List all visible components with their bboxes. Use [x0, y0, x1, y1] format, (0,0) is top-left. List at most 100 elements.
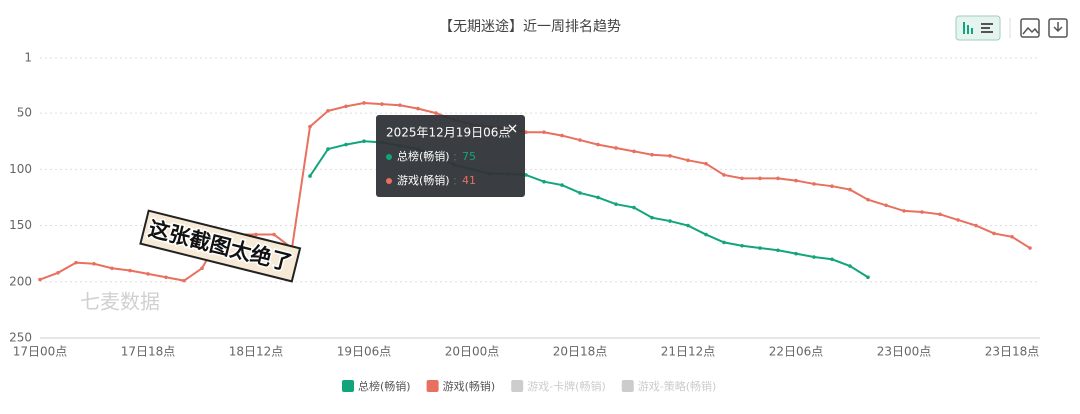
tooltip-series: 总榜(畅销) — [397, 149, 450, 163]
legend-item[interactable]: 游戏(畅销) — [426, 379, 496, 393]
sticker-background — [139, 209, 302, 283]
data-point — [794, 178, 798, 183]
data-point — [920, 210, 924, 214]
y-tick-label: 200 — [9, 274, 32, 288]
x-tick-label: 23日00点 — [877, 345, 932, 359]
legend-item[interactable]: 游戏-卡牌(畅销) — [511, 379, 606, 393]
data-point — [668, 219, 672, 223]
data-point — [830, 184, 834, 188]
image-button[interactable] — [1020, 18, 1040, 38]
data-point — [740, 176, 744, 181]
data-point — [398, 103, 402, 108]
data-point — [524, 173, 528, 177]
data-point — [272, 232, 276, 237]
y-tick-label: 150 — [9, 218, 32, 232]
legend-item[interactable]: 游戏-策略(畅销) — [621, 379, 717, 393]
data-point — [776, 176, 780, 181]
data-point — [686, 158, 690, 163]
sticker: 这张截图太绝了 — [139, 209, 302, 283]
data-point — [542, 130, 546, 135]
data-point — [110, 266, 114, 271]
legend-item[interactable]: 总榜(畅销) — [342, 379, 411, 393]
tooltip: 2025年12月19日06点 总榜(畅销):75 游戏(畅销):41 — [376, 115, 525, 197]
data-point — [362, 101, 366, 105]
data-point — [866, 275, 870, 280]
list-icon — [981, 23, 993, 33]
data-point — [614, 202, 618, 206]
bar-icon — [963, 22, 973, 34]
tooltip-value: 41 — [462, 174, 476, 187]
y-tick-label: 50 — [17, 106, 32, 120]
view-toggle[interactable] — [955, 15, 1001, 41]
data-point — [848, 187, 852, 192]
data-point — [722, 240, 726, 245]
data-point — [56, 270, 60, 275]
legend-label: 总榜(畅销) — [358, 379, 411, 393]
data-point — [650, 215, 654, 220]
data-point — [362, 139, 366, 144]
data-point — [38, 277, 42, 282]
data-point — [704, 161, 708, 166]
x-tick-label: 20日18点 — [553, 345, 608, 359]
x-tick-label: 17日00点 — [13, 345, 68, 359]
data-point — [974, 223, 978, 228]
data-point — [308, 174, 312, 178]
data-point — [848, 264, 852, 268]
data-point — [758, 246, 762, 250]
download-button[interactable] — [1048, 18, 1068, 38]
data-point — [830, 257, 834, 262]
x-tick-label: 23日18点 — [985, 345, 1040, 359]
data-point — [146, 272, 150, 276]
data-point — [596, 195, 600, 200]
data-point — [650, 152, 654, 157]
data-point — [326, 147, 330, 151]
data-point — [632, 149, 636, 154]
data-point — [308, 124, 312, 129]
data-point — [686, 223, 690, 228]
legend-swatch — [342, 380, 354, 392]
chart-title: 【无期迷途】近一周排名趋势 — [439, 18, 621, 35]
data-point — [182, 278, 186, 283]
watermark: 七麦数据 — [80, 290, 160, 314]
data-point — [866, 197, 870, 202]
data-point — [794, 251, 798, 256]
data-point — [758, 176, 762, 181]
data-point — [1028, 246, 1032, 250]
x-tick-label: 21日12点 — [661, 345, 716, 359]
x-tick-label: 20日00点 — [445, 345, 500, 359]
data-point — [416, 106, 420, 111]
toolbar[interactable] — [955, 15, 1068, 41]
data-point — [992, 231, 996, 236]
data-point — [614, 146, 618, 150]
legend-label: 游戏-卡牌(畅销) — [527, 379, 606, 393]
data-point — [740, 243, 744, 248]
legend-label: 游戏-策略(畅销) — [638, 379, 717, 393]
tooltip-colon: : — [453, 174, 457, 188]
image-icon — [1022, 26, 1039, 35]
data-point — [560, 133, 564, 138]
data-point — [812, 182, 816, 186]
data-point — [254, 232, 258, 237]
data-point — [560, 183, 564, 187]
x-tick-label: 18日12点 — [229, 345, 284, 359]
tooltip-close[interactable] — [508, 124, 517, 133]
data-point — [92, 261, 96, 266]
data-point — [578, 138, 582, 142]
tooltip-box — [376, 115, 525, 197]
tooltip-title: 2025年12月19日06点 — [386, 126, 510, 140]
y-tick-label: 250 — [9, 331, 32, 345]
tooltip-value: 75 — [462, 150, 476, 163]
tooltip-series: 游戏(畅销) — [397, 173, 450, 187]
tooltip-dot — [386, 154, 392, 160]
x-tick-label: 19日06点 — [337, 345, 392, 359]
data-point — [380, 102, 384, 106]
data-point — [704, 232, 708, 237]
y-tick-label: 100 — [9, 162, 32, 176]
data-point — [632, 205, 636, 210]
data-point — [344, 142, 348, 147]
data-point — [128, 268, 132, 273]
series-line — [39, 101, 1031, 282]
legend-swatch — [511, 380, 524, 392]
data-point — [956, 218, 960, 222]
data-point — [200, 266, 204, 271]
